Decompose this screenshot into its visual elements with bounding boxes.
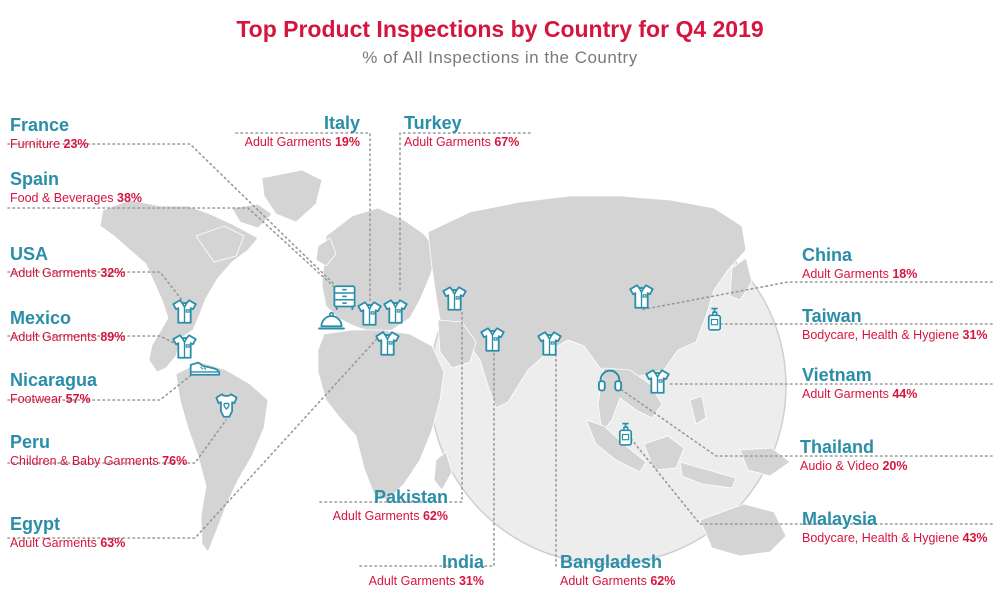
label-china: China Adult Garments 18%: [802, 244, 917, 282]
label-turkey: Turkey Adult Garments 67%: [404, 112, 519, 150]
category: Adult Garments: [10, 536, 97, 550]
country-name: Bangladesh: [560, 552, 663, 572]
page-title: Top Product Inspections by Country for Q…: [236, 16, 764, 42]
country-name: USA: [10, 244, 49, 264]
leader-spain: [7, 207, 356, 307]
country-name: China: [802, 245, 853, 265]
category: Adult Garments: [802, 267, 889, 281]
country-name: Vietnam: [802, 365, 872, 385]
category: Adult Garments: [560, 574, 647, 588]
country-name: Egypt: [10, 514, 61, 534]
leader-pakistan: [319, 309, 463, 503]
percentage: 89%: [100, 330, 126, 344]
country-name: Taiwan: [802, 306, 862, 326]
label-india: India Adult Garments 31%: [369, 551, 484, 589]
leader-india: [359, 349, 495, 567]
country-name: Thailand: [800, 437, 875, 457]
category: Adult Garments: [802, 387, 889, 401]
country-name: India: [441, 552, 484, 572]
country-name: Mexico: [10, 308, 72, 328]
label-italy: Italy Adult Garments 19%: [245, 112, 360, 150]
label-peru: Peru Children & Baby Garments 76%: [10, 431, 187, 469]
percentage: 32%: [100, 266, 126, 280]
country-name: Turkey: [404, 113, 462, 133]
country-name: Spain: [10, 169, 60, 189]
category: Bodycare, Health & Hygiene: [802, 531, 960, 545]
country-name: Nicaragua: [10, 370, 98, 390]
category: Food & Beverages: [10, 191, 114, 205]
percentage: 20%: [882, 459, 908, 473]
percentage: 67%: [494, 135, 520, 149]
category: Furniture: [10, 137, 61, 151]
category: Children & Baby Garments: [10, 454, 159, 468]
label-spain: Spain Food & Beverages 38%: [10, 168, 142, 206]
leader-italy: [235, 132, 371, 301]
leader-usa: [7, 271, 183, 301]
label-malaysia: Malaysia Bodycare, Health & Hygiene 43%: [802, 508, 988, 546]
leader-china: [639, 281, 993, 311]
category: Footwear: [10, 392, 63, 406]
leader-malaysia: [631, 439, 993, 525]
leader-thailand: [615, 385, 993, 457]
percentage: 57%: [65, 392, 91, 406]
label-mexico: Mexico Adult Garments 89%: [10, 307, 125, 345]
france-furniture-icon: [333, 285, 356, 311]
label-egypt: Egypt Adult Garments 63%: [10, 513, 125, 551]
percentage: 43%: [962, 531, 988, 545]
category: Adult Garments: [368, 574, 456, 588]
label-thailand: Thailand Audio & Video 20%: [800, 436, 908, 474]
leader-france: [7, 143, 336, 286]
label-taiwan: Taiwan Bodycare, Health & Hygiene 31%: [802, 305, 988, 343]
leader-egypt: [7, 329, 386, 539]
country-name: Malaysia: [802, 509, 878, 529]
country-name: Italy: [323, 113, 360, 133]
label-nicaragua: Nicaragua Footwear 57%: [10, 369, 97, 407]
label-vietnam: Vietnam Adult Garments 44%: [802, 364, 917, 402]
percentage: 19%: [334, 135, 360, 149]
category: Bodycare, Health & Hygiene: [802, 328, 960, 342]
leader-peru: [7, 419, 227, 464]
percentage: 18%: [892, 267, 918, 281]
percentage: 63%: [100, 536, 126, 550]
leader-mexico: [7, 335, 179, 346]
category: Adult Garments: [332, 509, 420, 523]
label-bangladesh: Bangladesh Adult Garments 62%: [560, 551, 675, 589]
country-name: Pakistan: [373, 487, 448, 507]
percentage: 76%: [162, 454, 188, 468]
percentage: 31%: [962, 328, 988, 342]
percentage: 31%: [458, 574, 484, 588]
percentage: 44%: [892, 387, 918, 401]
category: Audio & Video: [800, 459, 879, 473]
page-subtitle: % of All Inspections in the Country: [362, 48, 638, 67]
leader-nicaragua: [7, 367, 201, 401]
country-name: France: [10, 115, 70, 135]
percentage: 62%: [650, 574, 676, 588]
category: Adult Garments: [244, 135, 332, 149]
label-pakistan: Pakistan Adult Garments 62%: [333, 486, 448, 524]
label-france: France Furniture 23%: [10, 114, 89, 152]
percentage: 23%: [63, 137, 89, 151]
percentage: 38%: [117, 191, 143, 205]
percentage: 62%: [422, 509, 448, 523]
category: Adult Garments: [404, 135, 491, 149]
land-masses: [99, 169, 791, 557]
label-usa: USA Adult Garments 32%: [10, 243, 125, 281]
category: Adult Garments: [10, 266, 97, 280]
leader-lines: [7, 132, 993, 567]
category: Adult Garments: [10, 330, 97, 344]
leader-turkey: [399, 132, 531, 291]
country-name: Peru: [10, 432, 51, 452]
